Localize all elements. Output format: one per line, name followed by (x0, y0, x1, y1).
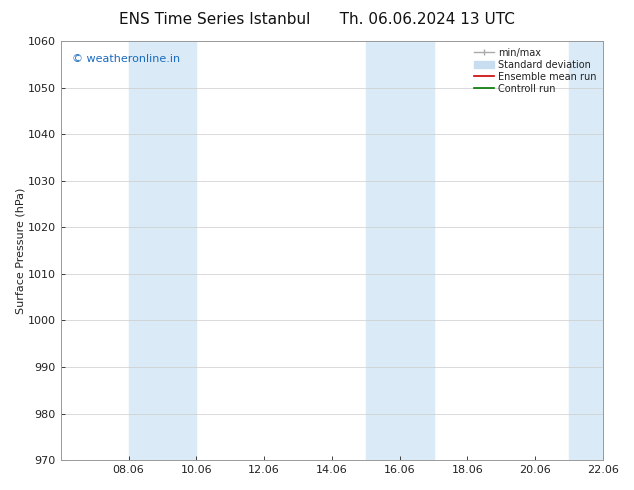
Bar (366, 41, 434, 460)
Text: ENS Time Series Istanbul      Th. 06.06.2024 13 UTC: ENS Time Series Istanbul Th. 06.06.2024 … (119, 12, 515, 27)
Bar (129, 41, 197, 460)
Bar (569, 41, 603, 460)
Y-axis label: Surface Pressure (hPa): Surface Pressure (hPa) (15, 187, 25, 314)
Legend: min/max, Standard deviation, Ensemble mean run, Controll run: min/max, Standard deviation, Ensemble me… (472, 46, 598, 96)
Text: © weatheronline.in: © weatheronline.in (72, 53, 179, 64)
